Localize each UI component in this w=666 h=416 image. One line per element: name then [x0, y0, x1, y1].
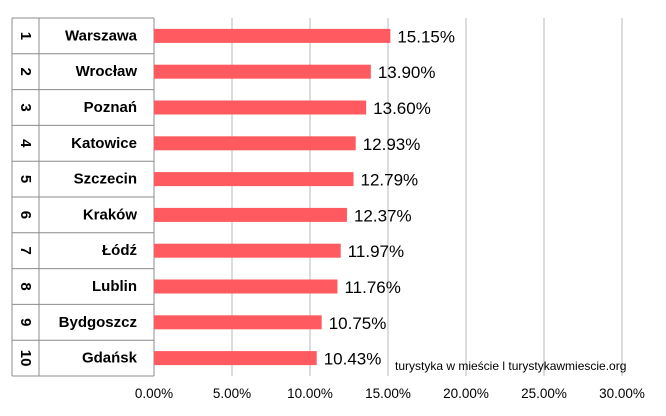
- category-label: Wrocław: [76, 63, 138, 80]
- data-label: 15.15%: [397, 27, 455, 46]
- category-label: Katowice: [71, 135, 137, 152]
- x-tick-label: 5.00%: [213, 386, 251, 401]
- rank-label: 4: [17, 139, 34, 148]
- rank-label: 3: [17, 103, 34, 111]
- bar: [154, 207, 347, 222]
- bar: [154, 28, 391, 43]
- category-label: Lublin: [92, 278, 137, 295]
- rank-label: 8: [17, 282, 34, 290]
- data-label: 12.37%: [354, 206, 412, 225]
- x-axis-ticks: 0.00% 5.00% 10.00% 15.00% 20.00% 25.00% 30.00%: [135, 386, 645, 401]
- rank-label: 7: [17, 247, 34, 255]
- x-tick-label: 20.00%: [443, 386, 489, 401]
- data-labels: 15.15% 13.90% 13.60% 12.93% 12.79% 12.37% 11.9…: [324, 27, 455, 368]
- x-tick-label: 10.00%: [287, 386, 333, 401]
- bar: [154, 100, 367, 115]
- category-label: Kraków: [83, 206, 138, 223]
- bar: [154, 351, 317, 366]
- data-label: 13.60%: [373, 99, 431, 118]
- category-label: Szczecin: [74, 171, 137, 188]
- data-label: 10.43%: [324, 350, 382, 369]
- bar: [154, 172, 354, 187]
- rank-label: 6: [17, 211, 34, 219]
- data-label: 12.93%: [363, 135, 421, 154]
- bar: [154, 279, 338, 294]
- data-label: 11.97%: [348, 242, 404, 261]
- category-label: Warszawa: [65, 27, 138, 44]
- bar: [154, 136, 356, 151]
- bar: [154, 64, 371, 79]
- category-label: Bydgoszcz: [59, 314, 137, 331]
- bars: [154, 28, 391, 366]
- rank-label: 9: [17, 318, 34, 326]
- category-label: Łódź: [102, 242, 137, 259]
- data-label: 12.79%: [361, 171, 419, 190]
- rank-label: 5: [17, 175, 34, 183]
- data-label: 11.76%: [344, 278, 400, 297]
- category-label: Poznań: [84, 99, 137, 116]
- data-label: 10.75%: [329, 314, 387, 333]
- rank-label: 2: [17, 68, 34, 76]
- watermark-text: turystyka w mieście l turystykawmiescie.…: [395, 359, 626, 373]
- bar: [154, 243, 341, 258]
- bar: [154, 315, 322, 330]
- category-rows: 1 Warszawa 2 Wrocław 3 Poznań 4 Katowice 5 Szczec…: [17, 27, 138, 366]
- x-tick-label: 0.00%: [135, 386, 173, 401]
- x-tick-label: 15.00%: [365, 386, 411, 401]
- x-tick-label: 25.00%: [521, 386, 567, 401]
- chart-frame: [11, 17, 155, 377]
- category-label: Gdańsk: [82, 350, 138, 367]
- x-tick-label: 30.00%: [599, 386, 645, 401]
- rank-label: 10: [17, 350, 34, 367]
- data-label: 13.90%: [378, 63, 436, 82]
- rank-label: 1: [17, 32, 34, 40]
